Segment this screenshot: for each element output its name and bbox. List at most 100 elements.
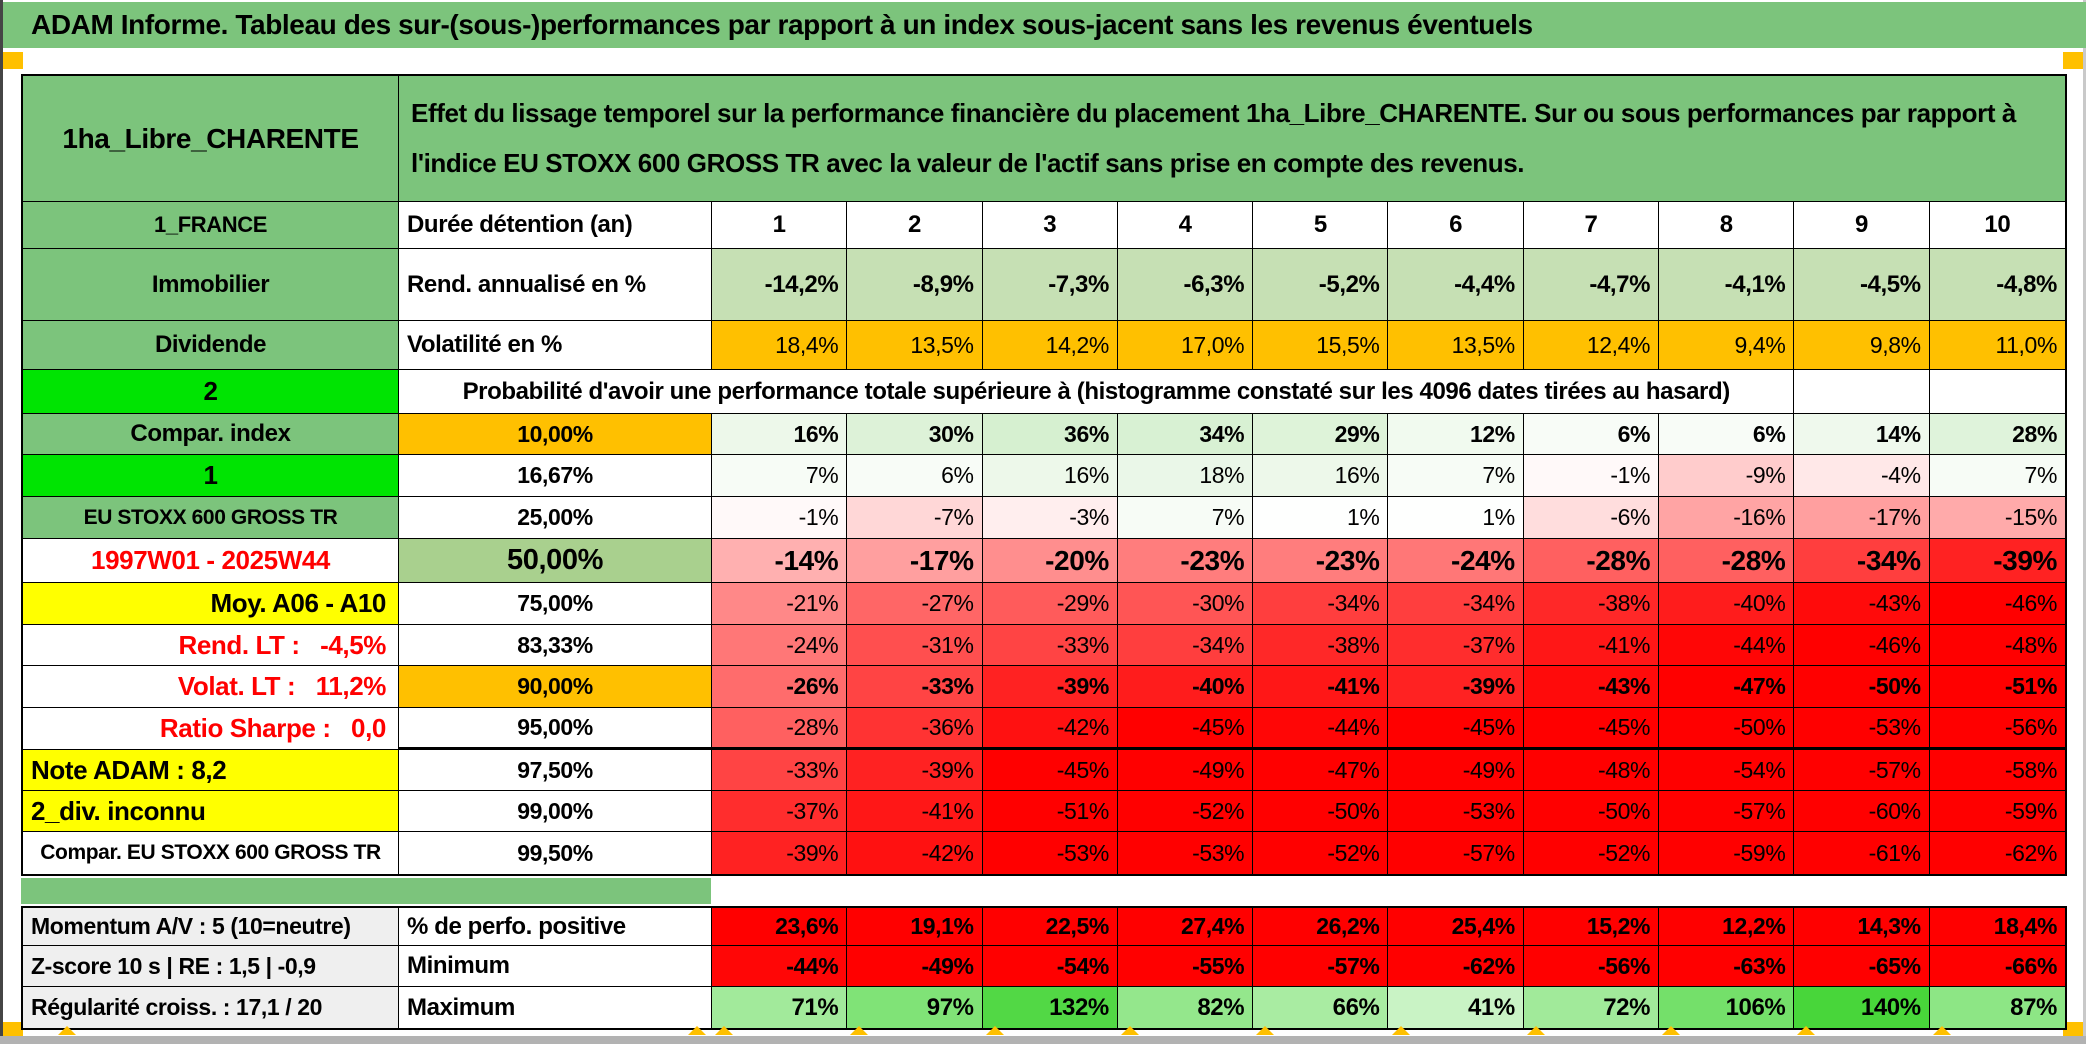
value-cell-p90-y6[interactable]: -39%: [1388, 666, 1524, 708]
value-cell-p50-y2[interactable]: -17%: [847, 539, 983, 583]
value-cell-p50-y5[interactable]: -23%: [1253, 539, 1389, 583]
value-cell-p25-y1[interactable]: -1%: [712, 497, 848, 539]
value-cell-p90-y8[interactable]: -47%: [1659, 666, 1795, 708]
value-cell-positive-perf-y3[interactable]: 22,5%: [982, 908, 1118, 946]
value-cell-p995-y2[interactable]: -42%: [847, 832, 983, 874]
value-cell-annual-return-y5[interactable]: -5,2%: [1253, 249, 1389, 321]
value-cell-maximum-y8[interactable]: 106%: [1659, 987, 1795, 1028]
value-cell-maximum-y3[interactable]: 132%: [982, 987, 1118, 1028]
value-cell-p99-y10[interactable]: -59%: [1929, 791, 2065, 832]
value-cell-p83-y6[interactable]: -37%: [1388, 625, 1524, 666]
value-cell-p50-y8[interactable]: -28%: [1659, 539, 1795, 583]
value-cell-p99-y1[interactable]: -37%: [712, 791, 848, 832]
value-cell-p10-y6[interactable]: 12%: [1388, 414, 1524, 455]
asset-description[interactable]: Effet du lissage temporel sur la perform…: [399, 76, 2065, 202]
value-cell-annual-return-y1[interactable]: -14,2%: [712, 249, 848, 321]
metric-label-positive-perf[interactable]: % de perfo. positive: [399, 908, 712, 946]
row-label-prob-header[interactable]: 2: [23, 370, 399, 414]
row-label-p99[interactable]: 2_div. inconnu: [23, 791, 399, 832]
value-cell-p16-y9[interactable]: -4%: [1794, 455, 1930, 497]
value-cell-positive-perf-y4[interactable]: 27,4%: [1117, 908, 1254, 946]
value-cell-p99-y3[interactable]: -51%: [982, 791, 1118, 832]
value-cell-p995-y1[interactable]: -39%: [712, 832, 848, 874]
value-cell-p75-y4[interactable]: -30%: [1117, 583, 1254, 625]
value-cell-volatility-y4[interactable]: 17,0%: [1117, 321, 1254, 370]
value-cell-p50-y6[interactable]: -24%: [1388, 539, 1524, 583]
value-cell-p995-y6[interactable]: -57%: [1388, 832, 1524, 874]
metric-label-p90[interactable]: 90,00%: [399, 666, 712, 708]
metric-label-p25[interactable]: 25,00%: [399, 497, 712, 539]
value-cell-p25-y3[interactable]: -3%: [982, 497, 1118, 539]
value-cell-p50-y9[interactable]: -34%: [1794, 539, 1930, 583]
value-cell-p10-y8[interactable]: 6%: [1659, 414, 1795, 455]
value-cell-p75-y6[interactable]: -34%: [1388, 583, 1524, 625]
row-label-positive-perf[interactable]: Momentum A/V : 5 (10=neutre): [23, 908, 399, 946]
value-cell-p10-y7[interactable]: 6%: [1523, 414, 1660, 455]
value-cell-p75-y7[interactable]: -38%: [1523, 583, 1660, 625]
value-cell-p99-y6[interactable]: -53%: [1388, 791, 1524, 832]
row-label-annual-return[interactable]: Immobilier: [23, 249, 399, 321]
value-cell-p83-y9[interactable]: -46%: [1794, 625, 1930, 666]
value-cell-p25-y6[interactable]: 1%: [1388, 497, 1524, 539]
value-cell-p16-y6[interactable]: 7%: [1388, 455, 1524, 497]
value-cell-p90-y2[interactable]: -33%: [847, 666, 983, 708]
metric-label-p99[interactable]: 99,00%: [399, 791, 712, 832]
value-cell-p25-y7[interactable]: -6%: [1523, 497, 1660, 539]
value-cell-p10-y5[interactable]: 29%: [1253, 414, 1389, 455]
value-cell-p975-y5[interactable]: -47%: [1253, 750, 1389, 791]
value-cell-p75-y3[interactable]: -29%: [982, 583, 1118, 625]
value-cell-p995-y3[interactable]: -53%: [982, 832, 1118, 874]
metric-label-p50[interactable]: 50,00%: [399, 539, 712, 583]
value-cell-annual-return-y7[interactable]: -4,7%: [1523, 249, 1660, 321]
value-cell-p995-y9[interactable]: -61%: [1794, 832, 1930, 874]
value-cell-duration-y6[interactable]: 6: [1388, 202, 1524, 249]
value-cell-p10-y3[interactable]: 36%: [982, 414, 1118, 455]
value-cell-p975-y3[interactable]: -45%: [982, 750, 1118, 791]
value-cell-p99-y4[interactable]: -52%: [1117, 791, 1254, 832]
value-cell-p50-y3[interactable]: -20%: [982, 539, 1118, 583]
value-cell-minimum-y7[interactable]: -56%: [1523, 946, 1660, 987]
row-label-p10[interactable]: Compar. index: [23, 414, 399, 455]
value-cell-p95-y4[interactable]: -45%: [1117, 708, 1254, 750]
value-cell-p99-y7[interactable]: -50%: [1523, 791, 1660, 832]
empty-cell[interactable]: [1794, 370, 1930, 414]
value-cell-volatility-y5[interactable]: 15,5%: [1253, 321, 1389, 370]
value-cell-p90-y4[interactable]: -40%: [1117, 666, 1254, 708]
value-cell-volatility-y1[interactable]: 18,4%: [712, 321, 848, 370]
value-cell-p95-y6[interactable]: -45%: [1388, 708, 1524, 750]
value-cell-duration-y3[interactable]: 3: [982, 202, 1118, 249]
value-cell-p25-y4[interactable]: 7%: [1117, 497, 1254, 539]
value-cell-volatility-y6[interactable]: 13,5%: [1388, 321, 1524, 370]
value-cell-p16-y5[interactable]: 16%: [1253, 455, 1389, 497]
value-cell-p50-y10[interactable]: -39%: [1929, 539, 2065, 583]
value-cell-minimum-y8[interactable]: -63%: [1659, 946, 1795, 987]
value-cell-p90-y1[interactable]: -26%: [712, 666, 848, 708]
metric-label-maximum[interactable]: Maximum: [399, 987, 712, 1028]
value-cell-p75-y10[interactable]: -46%: [1929, 583, 2065, 625]
value-cell-maximum-y1[interactable]: 71%: [712, 987, 848, 1028]
value-cell-maximum-y5[interactable]: 66%: [1253, 987, 1389, 1028]
value-cell-annual-return-y2[interactable]: -8,9%: [847, 249, 983, 321]
value-cell-p16-y2[interactable]: 6%: [847, 455, 983, 497]
value-cell-p16-y10[interactable]: 7%: [1929, 455, 2065, 497]
value-cell-positive-perf-y8[interactable]: 12,2%: [1659, 908, 1795, 946]
metric-label-p16[interactable]: 16,67%: [399, 455, 712, 497]
value-cell-p75-y2[interactable]: -27%: [847, 583, 983, 625]
value-cell-p975-y7[interactable]: -48%: [1523, 750, 1660, 791]
value-cell-p975-y6[interactable]: -49%: [1388, 750, 1524, 791]
metric-label-p83[interactable]: 83,33%: [399, 625, 712, 666]
value-cell-p95-y1[interactable]: -28%: [712, 708, 848, 750]
value-cell-p975-y9[interactable]: -57%: [1794, 750, 1930, 791]
metric-label-p95[interactable]: 95,00%: [399, 708, 712, 750]
value-cell-p16-y3[interactable]: 16%: [982, 455, 1118, 497]
value-cell-p16-y7[interactable]: -1%: [1523, 455, 1660, 497]
value-cell-volatility-y7[interactable]: 12,4%: [1523, 321, 1660, 370]
value-cell-p975-y4[interactable]: -49%: [1117, 750, 1254, 791]
value-cell-positive-perf-y2[interactable]: 19,1%: [847, 908, 983, 946]
row-label-p25[interactable]: EU STOXX 600 GROSS TR: [23, 497, 399, 539]
value-cell-p75-y9[interactable]: -43%: [1794, 583, 1930, 625]
metric-label-p75[interactable]: 75,00%: [399, 583, 712, 625]
value-cell-p975-y8[interactable]: -54%: [1659, 750, 1795, 791]
value-cell-p90-y5[interactable]: -41%: [1253, 666, 1389, 708]
value-cell-p975-y1[interactable]: -33%: [712, 750, 848, 791]
